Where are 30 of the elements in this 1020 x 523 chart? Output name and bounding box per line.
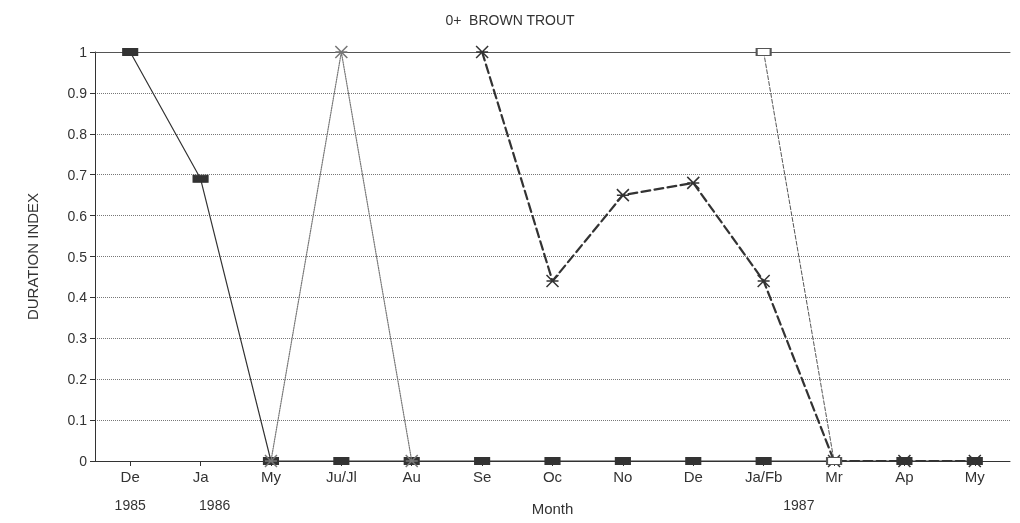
x-axis-title: Month: [531, 500, 574, 517]
y-tick-label: 0.4: [67, 289, 88, 306]
x-tick-label: Ja: [192, 468, 210, 485]
y-tick-label: 0.1: [67, 412, 88, 429]
y-tick-label: 0.5: [67, 248, 88, 265]
x-tick-label: My: [964, 468, 986, 485]
y-tick-label: 0.2: [67, 371, 88, 388]
y-axis-title: DURATION INDEX: [24, 192, 41, 321]
text: 1985: [114, 497, 146, 513]
y-tick-label: 0.8: [67, 125, 88, 142]
y-tick-label: 0: [79, 453, 88, 469]
x-tick-label: De: [120, 468, 140, 485]
y-tick-label: 1: [79, 44, 88, 60]
x-tick-label: No: [613, 468, 633, 485]
x-tick-label: Au: [402, 468, 421, 485]
x-tick-label: Se: [472, 468, 492, 485]
x-tick-label: Mr: [825, 468, 843, 485]
chart-title: 0+ BROWN TROUT: [445, 12, 576, 28]
y-tick-label: 0.6: [67, 207, 88, 224]
x-tick-label: Ja/Fb: [744, 468, 783, 485]
text: 1986: [199, 497, 231, 513]
y-tick-label: 0.3: [67, 330, 88, 347]
x-tick-label: Ap: [895, 468, 914, 485]
x-tick-label: My: [260, 468, 282, 485]
y-tick-label: 0.9: [67, 84, 88, 101]
x-tick-label: Oc: [542, 468, 563, 485]
x-tick-label: Ju/Jl: [325, 468, 357, 485]
y-tick-label: 0.7: [67, 166, 88, 183]
x-tick-label: De: [683, 468, 703, 485]
text: 1987: [783, 497, 815, 513]
